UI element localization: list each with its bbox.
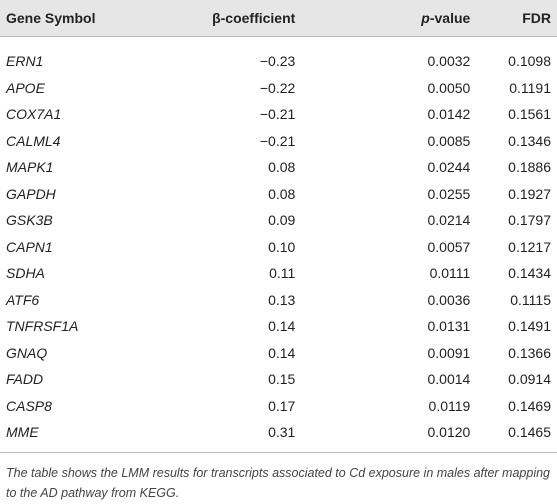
- table-cell: −0.21: [259, 132, 296, 149]
- table-cell: 0.1217: [508, 238, 551, 255]
- table-cell: 0.1797: [508, 212, 551, 229]
- table-row: MAPK1 0.08 0.0244 0.1886: [0, 154, 557, 181]
- table-cell: 0.1491: [508, 318, 551, 335]
- table-cell: COX7A1: [6, 106, 62, 123]
- table-cell: 0.0014: [427, 371, 471, 388]
- table-cell: 0.0255: [427, 185, 471, 202]
- table-cell: 0.1434: [508, 265, 551, 282]
- table-cell: CALML4: [6, 132, 61, 149]
- table-cell: SDHA: [6, 265, 45, 282]
- table-row: APOE −0.22 0.0050 0.1191: [0, 75, 557, 102]
- table-cell: 0.1465: [476, 419, 557, 453]
- table-cell: 0.1098: [508, 53, 551, 70]
- table-cell: 0.15: [268, 371, 296, 388]
- table-cell: 0.14: [268, 318, 296, 335]
- table-cell: ERN1: [6, 53, 44, 70]
- header-cell: Gene Symbol: [0, 0, 150, 37]
- table-cell: 0.0120: [301, 419, 477, 453]
- table-cell: CAPN1: [6, 238, 53, 255]
- table-cell: 0.0032: [427, 53, 471, 70]
- table-cell: 0.1886: [508, 159, 551, 176]
- table-cell: −0.22: [259, 79, 296, 96]
- table-cell: 0.1561: [508, 106, 551, 123]
- table-cell: 0.13: [268, 291, 296, 308]
- table-cell: 0.0142: [427, 106, 471, 123]
- table-cell: 0.0244: [427, 159, 471, 176]
- table-cell: 0.1115: [510, 291, 551, 308]
- table-row: TNFRSF1A 0.14 0.0131 0.1491: [0, 313, 557, 340]
- table-cell: CASP8: [6, 397, 52, 414]
- table-cell: GAPDH: [6, 185, 56, 202]
- table-cell: 0.1346: [508, 132, 551, 149]
- table-row: MME 0.31 0.0120 0.1465: [0, 419, 557, 453]
- table-cell: MME: [0, 419, 150, 453]
- table-cell: −0.21: [259, 106, 296, 123]
- table-cell: 0.09: [268, 212, 296, 229]
- table-cell: 0.17: [268, 397, 296, 414]
- header-cell: FDR: [476, 0, 557, 37]
- table-cell: 0.0119: [428, 397, 471, 414]
- table-cell: GNAQ: [6, 344, 48, 361]
- table-cell: 0.1366: [508, 344, 551, 361]
- table-cell: 0.0091: [427, 344, 471, 361]
- table-row: FADD 0.15 0.0014 0.0914: [0, 366, 557, 393]
- table-row: GAPDH 0.08 0.0255 0.1927: [0, 181, 557, 208]
- table-row: GNAQ 0.14 0.0091 0.1366: [0, 340, 557, 367]
- table-cell: 0.08: [268, 159, 296, 176]
- table-cell: 0.14: [268, 344, 296, 361]
- table-cell: FADD: [6, 371, 44, 388]
- header-row: Gene Symbol β-coefficient p-value FDR: [0, 0, 557, 37]
- table-row: CASP8 0.17 0.0119 0.1469: [0, 393, 557, 420]
- header-cell: β-coefficient: [149, 0, 302, 37]
- table-cell: GSK3B: [6, 212, 53, 229]
- table-cell: 0.31: [149, 419, 302, 453]
- table-body: ERN1 −0.23 0.0032 0.1098 APOE −0.22 0.0050 0.11…: [0, 37, 557, 453]
- table-row: GSK3B 0.09 0.0214 0.1797: [0, 207, 557, 234]
- table-cell: 0.1191: [509, 79, 551, 96]
- table-cell: 0.0036: [427, 291, 471, 308]
- table-header: Gene Symbol β-coefficient p-value FDR: [0, 0, 557, 37]
- header-text: p-value: [421, 10, 471, 26]
- results-table: Gene Symbol β-coefficient p-value FDR ER…: [0, 0, 557, 453]
- table-cell: 0.11: [269, 265, 296, 282]
- table-cell: 0.0057: [427, 238, 471, 255]
- table-cell: 0.0214: [427, 212, 471, 229]
- table-cell: 0.1927: [508, 185, 551, 202]
- table-cell: TNFRSF1A: [6, 318, 79, 335]
- table-cell: 0.0050: [427, 79, 471, 96]
- table-cell: 0.0085: [427, 132, 471, 149]
- table-cell: 0.0111: [429, 265, 471, 282]
- table-cell: 0.10: [268, 238, 296, 255]
- table-row: CAPN1 0.10 0.0057 0.1217: [0, 234, 557, 261]
- table-cell: APOE: [6, 79, 45, 96]
- table-row: SDHA 0.11 0.0111 0.1434: [0, 260, 557, 287]
- table-row: ERN1 −0.23 0.0032 0.1098: [0, 37, 557, 75]
- table-cell: ATF6: [6, 291, 40, 308]
- header-cell: p-value: [301, 0, 477, 37]
- table-row: ATF6 0.13 0.0036 0.1115: [0, 287, 557, 314]
- table-cell: MAPK1: [6, 159, 54, 176]
- table-cell: 0.0914: [508, 371, 551, 388]
- table-cell: 0.1469: [508, 397, 551, 414]
- table-row: CALML4 −0.21 0.0085 0.1346: [0, 128, 557, 155]
- table-cell: 0.0131: [427, 318, 471, 335]
- table-row: COX7A1 −0.21 0.0142 0.1561: [0, 101, 557, 128]
- footnote: The table shows the LMM results for tran…: [6, 465, 551, 500]
- table-cell: 0.08: [268, 185, 296, 202]
- table-cell: −0.23: [259, 53, 296, 70]
